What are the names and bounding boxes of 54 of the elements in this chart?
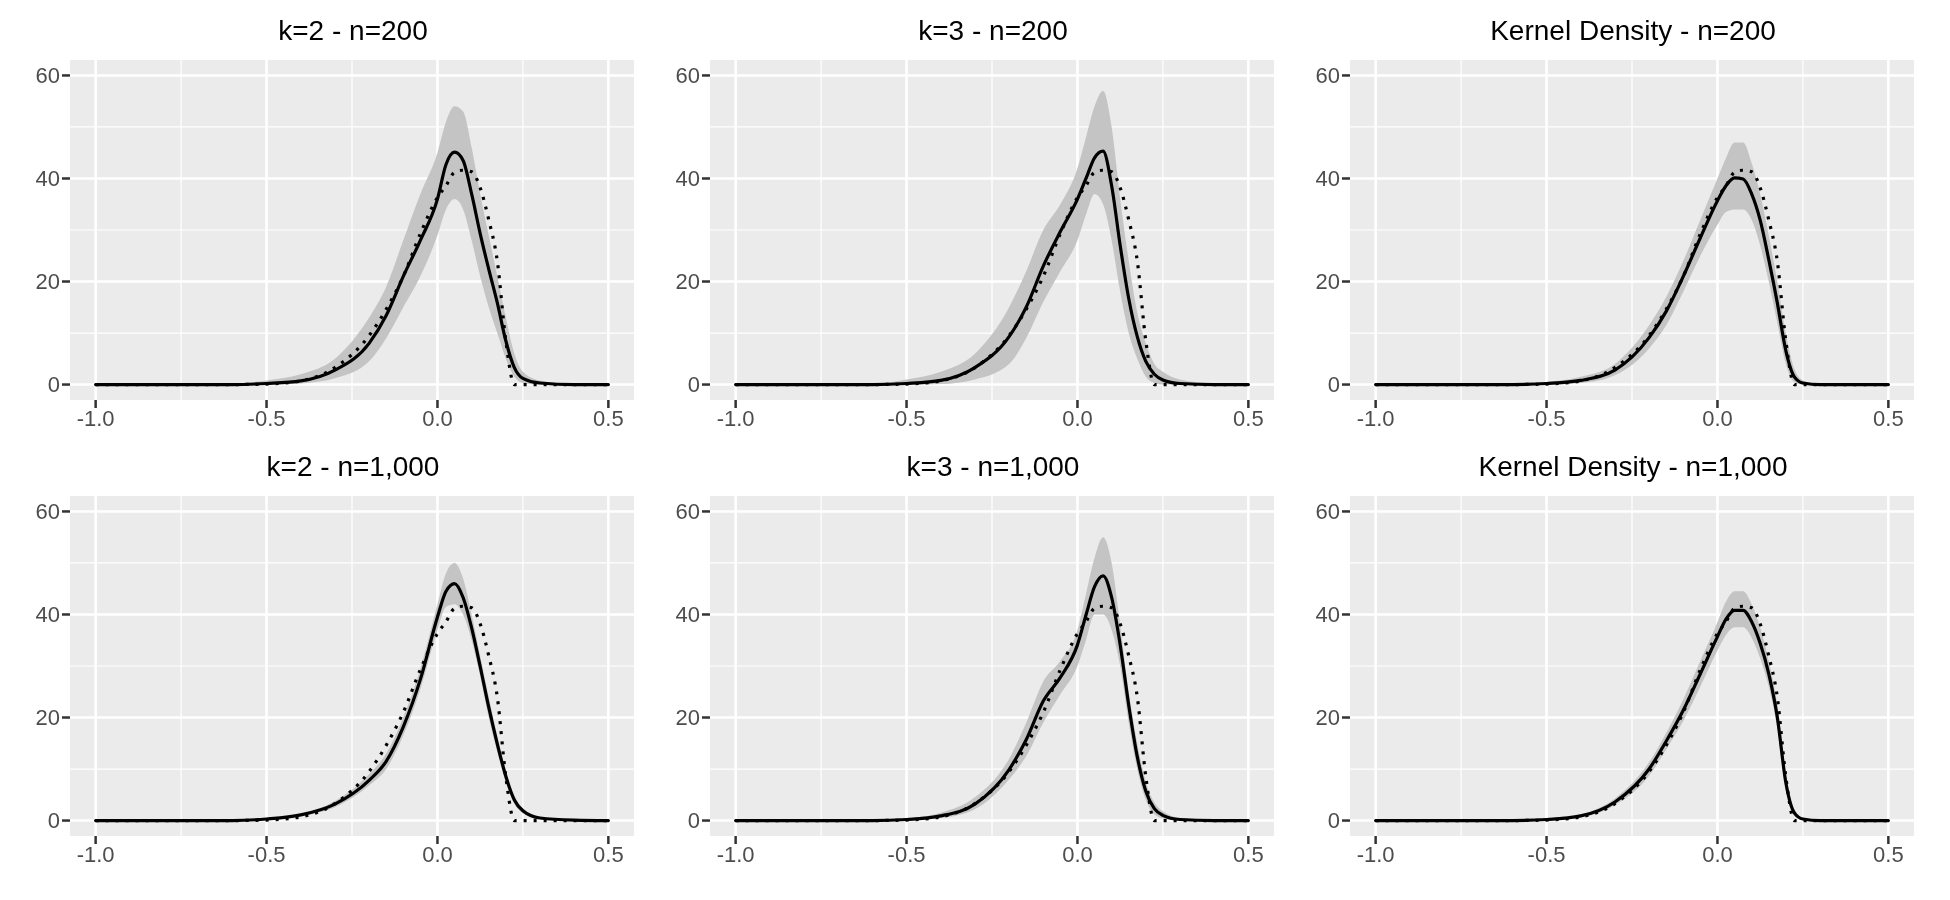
x-tick-label: 0.0 xyxy=(1702,405,1733,431)
chart-title: Kernel Density - n=1,000 xyxy=(1477,450,1789,484)
x-tick-label: 0.5 xyxy=(1873,405,1904,431)
x-tick-label: -0.5 xyxy=(247,405,286,431)
y-tick-label: 20 xyxy=(675,705,700,731)
y-tick-label: 40 xyxy=(1315,602,1340,628)
chart-title: k=2 - n=200 xyxy=(277,14,429,48)
y-tick-label: 60 xyxy=(1315,499,1340,525)
x-tick-label: -1.0 xyxy=(716,405,755,431)
chart-title: Kernel Density - n=200 xyxy=(1489,14,1777,48)
x-tick-label: 0.5 xyxy=(1873,841,1904,867)
x-tick-label: 0.5 xyxy=(593,405,624,431)
y-tick-label: 60 xyxy=(35,63,60,89)
x-tick-label: 0.0 xyxy=(422,841,453,867)
y-tick-label: 20 xyxy=(35,705,60,731)
x-tick-label: 0.5 xyxy=(1233,405,1264,431)
x-tick-label: 0.0 xyxy=(422,405,453,431)
x-tick-label: -0.5 xyxy=(247,841,286,867)
x-tick-label: 0.5 xyxy=(1233,841,1264,867)
y-tick-label: 60 xyxy=(675,63,700,89)
y-tick-label: 0 xyxy=(47,808,60,834)
y-tick-label: 60 xyxy=(1315,63,1340,89)
chart-title: k=2 - n=1,000 xyxy=(265,450,441,484)
y-tick-label: 0 xyxy=(47,372,60,398)
y-tick-label: 0 xyxy=(1327,372,1340,398)
y-tick-label: 20 xyxy=(675,269,700,295)
y-tick-label: 60 xyxy=(35,499,60,525)
x-tick-label: -0.5 xyxy=(1527,841,1566,867)
x-tick-label: -1.0 xyxy=(76,405,115,431)
x-tick-label: -1.0 xyxy=(1356,841,1395,867)
y-tick-label: 40 xyxy=(675,602,700,628)
x-tick-label: -0.5 xyxy=(887,405,926,431)
y-tick-label: 40 xyxy=(1315,166,1340,192)
x-tick-label: 0.0 xyxy=(1062,405,1093,431)
y-tick-label: 0 xyxy=(687,808,700,834)
x-tick-label: -0.5 xyxy=(1527,405,1566,431)
x-tick-label: -1.0 xyxy=(1356,405,1395,431)
y-tick-label: 20 xyxy=(1315,705,1340,731)
y-tick-label: 40 xyxy=(675,166,700,192)
x-tick-label: 0.5 xyxy=(593,841,624,867)
y-tick-label: 40 xyxy=(35,166,60,192)
y-tick-label: 40 xyxy=(35,602,60,628)
x-tick-label: 0.0 xyxy=(1062,841,1093,867)
chart-title: k=3 - n=1,000 xyxy=(905,450,1081,484)
x-tick-label: -1.0 xyxy=(716,841,755,867)
y-tick-label: 60 xyxy=(675,499,700,525)
x-tick-label: 0.0 xyxy=(1702,841,1733,867)
y-tick-label: 0 xyxy=(1327,808,1340,834)
x-tick-label: -0.5 xyxy=(887,841,926,867)
x-tick-label: -1.0 xyxy=(76,841,115,867)
y-tick-label: 20 xyxy=(1315,269,1340,295)
chart-title: k=3 - n=200 xyxy=(917,14,1069,48)
y-tick-label: 20 xyxy=(35,269,60,295)
y-tick-label: 0 xyxy=(687,372,700,398)
